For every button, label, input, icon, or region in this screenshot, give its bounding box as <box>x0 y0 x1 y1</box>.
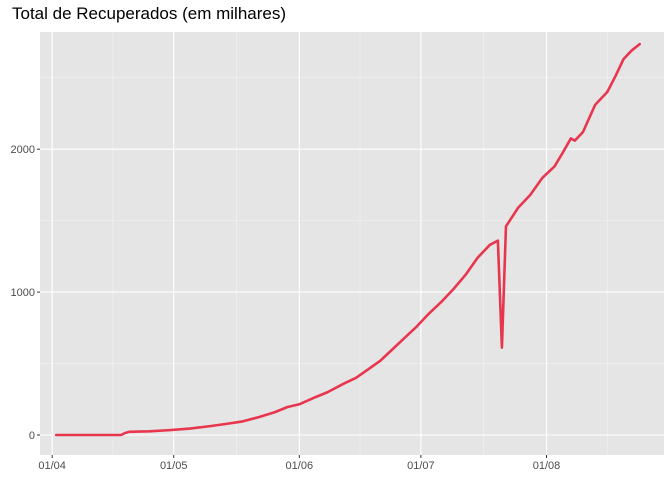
series-line <box>54 42 641 437</box>
x-tick-label: 01/04 <box>38 460 66 472</box>
x-tick-label: 01/07 <box>407 460 435 472</box>
y-tick-label: 1000 <box>11 287 35 299</box>
y-tick-label: 2000 <box>11 144 35 156</box>
y-tick-label: 0 <box>29 430 35 442</box>
plot-panel <box>40 32 664 455</box>
x-tick-label: 01/06 <box>286 460 314 472</box>
x-tick-label: 01/08 <box>533 460 561 472</box>
chart-title: Total de Recuperados (em milhares) <box>12 4 287 23</box>
x-tick-label: 01/05 <box>160 460 188 472</box>
